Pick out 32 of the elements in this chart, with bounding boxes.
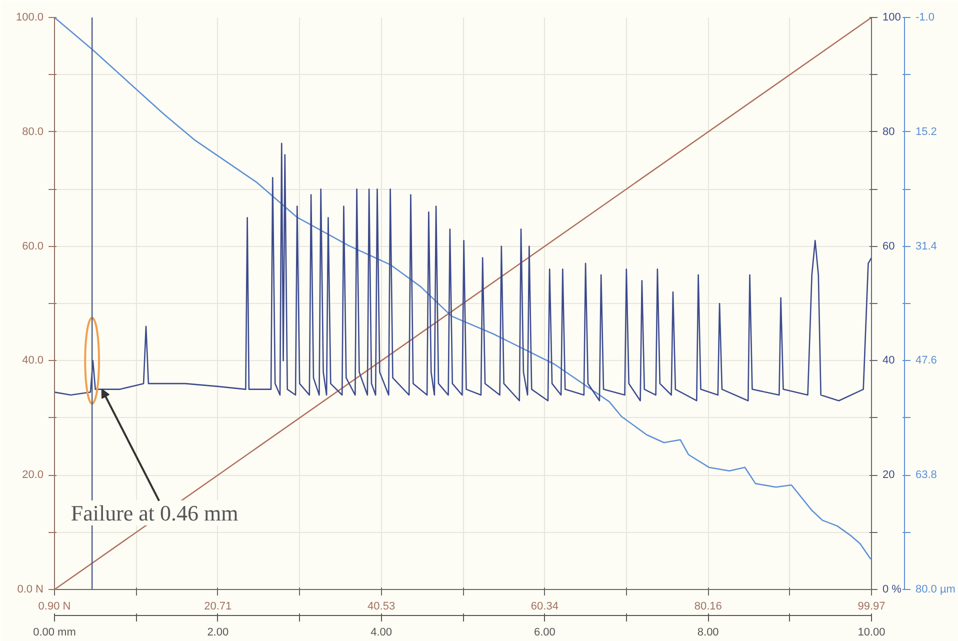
- x-tick-label: 8.00: [697, 626, 719, 638]
- y2-tick-label: 0 %: [882, 584, 902, 596]
- x-tick-label: 2.00: [207, 626, 229, 638]
- line-series: [54, 142, 872, 402]
- x-tick-label: 10.00: [858, 626, 886, 638]
- x2-tick-label: 60.34: [530, 600, 558, 612]
- annotation: Failure at 0.46 mm: [70, 500, 238, 526]
- y2-tick-label: 100: [882, 12, 901, 24]
- x-tick-label: 0.00 mm: [33, 626, 76, 638]
- y-tick-label: 100.0: [16, 12, 44, 24]
- y3-tick-label: 31.4: [916, 240, 937, 252]
- y3-tick-label: 80.0 µm: [916, 584, 956, 596]
- y2-tick-label: 60: [882, 240, 895, 252]
- x2-tick-label: 99.97: [858, 600, 886, 612]
- x2-tick-label: 40.53: [368, 600, 396, 612]
- y-tick-label: 0.0 N: [17, 584, 44, 596]
- x-tick-label: 6.00: [534, 626, 556, 638]
- y-tick-label: 60.0: [22, 240, 44, 252]
- y2-tick-label: 40: [882, 354, 895, 367]
- y3-tick-label: 47.6: [916, 354, 937, 367]
- y3-tick-label: -1.0: [916, 12, 934, 24]
- x2-tick-label: 20.71: [204, 600, 232, 612]
- x2-tick-label: 80.16: [694, 600, 722, 612]
- y3-tick-label: 15.2: [916, 126, 937, 138]
- y2-tick-label: 80: [882, 126, 895, 138]
- y-tick-label: 80.0: [22, 126, 44, 138]
- x-tick-label: 4.00: [370, 626, 392, 638]
- y2-tick-label: 20: [882, 469, 895, 482]
- y3-tick-label: 63.8: [916, 469, 937, 482]
- x2-tick-label: 0.90 N: [38, 600, 71, 612]
- y-tick-label: 40.0: [22, 354, 44, 367]
- y-tick-label: 20.0: [22, 469, 44, 482]
